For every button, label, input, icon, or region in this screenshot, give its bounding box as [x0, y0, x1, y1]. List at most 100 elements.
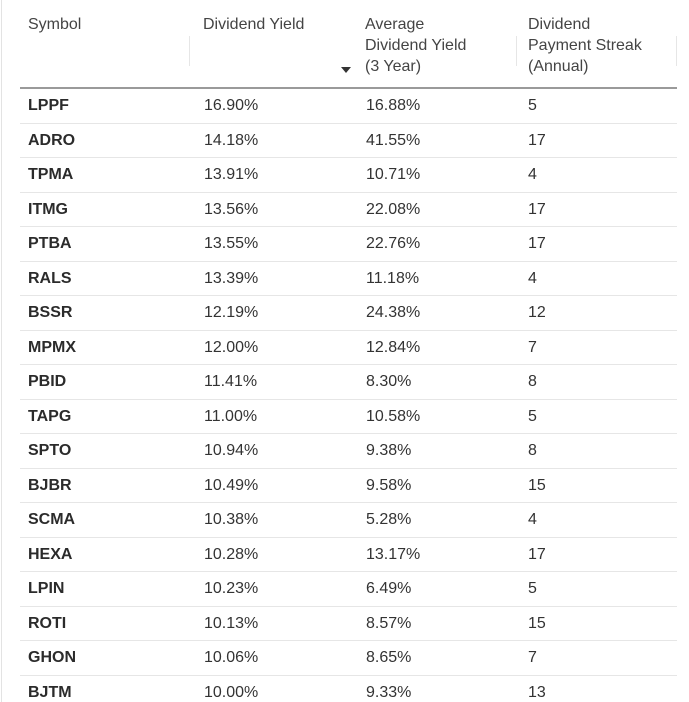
- cell-symbol: SCMA: [28, 511, 76, 528]
- cell-average-dividend-yield: 24.38%: [366, 304, 421, 321]
- cell-average-dividend-yield: 10.58%: [366, 407, 421, 425]
- table-row[interactable]: GHON 10.06% 8.65% 7: [0, 641, 689, 676]
- header-bottom-rule: [20, 87, 677, 89]
- cell-dividend-yield: 10.13%: [204, 614, 259, 632]
- cell-symbol: RALS: [28, 269, 72, 287]
- cell-dividend-yield: 13.39%: [204, 269, 259, 287]
- cell-average-dividend-yield: 22.08%: [366, 200, 421, 218]
- row-divider: [20, 502, 677, 503]
- header-symbol[interactable]: Symbol: [28, 14, 81, 35]
- cell-symbol: ADRO: [28, 131, 76, 149]
- cell-symbol: GHON: [28, 649, 76, 666]
- cell-symbol: ROTI: [28, 614, 67, 632]
- header-streak-line-1: Dividend: [528, 16, 591, 33]
- row-divider: [20, 571, 677, 572]
- cell-symbol: HEXA: [28, 545, 73, 563]
- table-row[interactable]: MPMX 12.00% 12.84% 7: [0, 331, 689, 365]
- cell-dividend-yield: 11.41%: [204, 373, 258, 390]
- row-divider: [20, 226, 677, 227]
- row-divider: [20, 260, 677, 262]
- cell-average-dividend-yield: 8.30%: [366, 373, 412, 390]
- table-row[interactable]: PTBA 13.55% 22.76% 17: [0, 227, 689, 262]
- table-row[interactable]: ROTI 10.13% 8.57% 15: [0, 607, 689, 641]
- sort-descending-icon[interactable]: [341, 67, 351, 73]
- cell-dividend-yield: 13.56%: [204, 200, 259, 218]
- table-row[interactable]: ADRO 14.18% 41.55% 17: [0, 124, 689, 158]
- cell-average-dividend-yield: 16.88%: [366, 97, 421, 114]
- cell-symbol: PTBA: [28, 235, 72, 252]
- cell-average-dividend-yield: 13.17%: [366, 545, 421, 563]
- table-row[interactable]: BJTM 10.00% 9.33% 13: [0, 676, 689, 702]
- table-header: Symbol Dividend Yield Average Dividend Y…: [0, 0, 689, 89]
- table-row[interactable]: BSSR 12.19% 24.38% 12: [0, 296, 689, 331]
- cell-dividend-yield: 10.94%: [204, 442, 259, 459]
- cell-symbol: BJTM: [28, 683, 72, 701]
- cell-payment-streak: 17: [528, 545, 546, 563]
- cell-symbol: BSSR: [28, 304, 73, 321]
- cell-dividend-yield: 14.18%: [204, 131, 259, 149]
- table-row[interactable]: RALS 13.39% 11.18% 4: [0, 262, 689, 296]
- table-row[interactable]: HEXA 10.28% 13.17% 17: [0, 538, 689, 572]
- header-dividend-yield-label: Dividend Yield: [203, 16, 305, 33]
- cell-average-dividend-yield: 9.33%: [366, 683, 412, 701]
- header-dividend-yield[interactable]: Dividend Yield: [203, 14, 304, 35]
- table-row[interactable]: SPTO 10.94% 9.38% 8: [0, 434, 689, 469]
- cell-symbol: TPMA: [28, 166, 74, 183]
- table-row[interactable]: LPIN 10.23% 6.49% 5: [0, 572, 689, 607]
- cell-average-dividend-yield: 8.57%: [366, 614, 412, 632]
- cell-payment-streak: 13: [528, 683, 546, 701]
- cell-payment-streak: 4: [528, 166, 537, 183]
- header-payment-streak[interactable]: Dividend Payment Streak (Annual): [528, 14, 642, 77]
- table-row[interactable]: ITMG 13.56% 22.08% 17: [0, 193, 689, 227]
- cell-payment-streak: 15: [528, 614, 546, 632]
- cell-average-dividend-yield: 6.49%: [366, 580, 412, 597]
- table-row[interactable]: SCMA 10.38% 5.28% 4: [0, 503, 689, 538]
- cell-payment-streak: 5: [528, 407, 537, 425]
- cell-average-dividend-yield: 12.84%: [366, 338, 421, 356]
- cell-average-dividend-yield: 8.65%: [366, 649, 412, 666]
- cell-payment-streak: 8: [528, 373, 537, 390]
- table-row[interactable]: BJBR 10.49% 9.58% 15: [0, 469, 689, 503]
- cell-symbol: LPIN: [28, 580, 65, 597]
- cell-dividend-yield: 10.28%: [204, 545, 259, 563]
- cell-dividend-yield: 10.38%: [204, 511, 259, 528]
- cell-average-dividend-yield: 10.71%: [366, 166, 421, 183]
- row-divider: [20, 295, 677, 296]
- cell-average-dividend-yield: 9.58%: [366, 476, 412, 494]
- row-divider: [20, 329, 677, 331]
- table-row[interactable]: TAPG 11.00% 10.58% 5: [0, 400, 689, 434]
- cell-dividend-yield: 16.90%: [204, 97, 259, 114]
- cell-symbol: MPMX: [28, 338, 76, 356]
- header-average-dividend-yield[interactable]: Average Dividend Yield (3 Year): [365, 14, 466, 77]
- cell-payment-streak: 17: [528, 235, 546, 252]
- cell-payment-streak: 17: [528, 200, 546, 218]
- row-divider: [20, 157, 677, 158]
- cell-symbol: SPTO: [28, 442, 72, 459]
- row-divider: [20, 674, 677, 676]
- cell-dividend-yield: 13.91%: [204, 166, 259, 183]
- table-row[interactable]: LPPF 16.90% 16.88% 5: [0, 89, 689, 124]
- cell-payment-streak: 17: [528, 131, 546, 149]
- cell-average-dividend-yield: 22.76%: [366, 235, 421, 252]
- cell-payment-streak: 7: [528, 338, 537, 356]
- cell-dividend-yield: 13.55%: [204, 235, 259, 252]
- cell-symbol: TAPG: [28, 407, 72, 425]
- header-average-line-3: (3 Year): [365, 58, 422, 75]
- cell-payment-streak: 5: [528, 580, 537, 597]
- cell-dividend-yield: 11.00%: [204, 407, 258, 425]
- cell-symbol: BJBR: [28, 476, 72, 494]
- cell-symbol: LPPF: [28, 97, 69, 114]
- cell-payment-streak: 5: [528, 97, 537, 114]
- cell-dividend-yield: 10.06%: [204, 649, 259, 666]
- cell-payment-streak: 15: [528, 476, 546, 494]
- table-row[interactable]: PBID 11.41% 8.30% 8: [0, 365, 689, 400]
- cell-dividend-yield: 10.49%: [204, 476, 259, 494]
- row-divider: [20, 536, 677, 538]
- row-divider: [20, 467, 677, 469]
- cell-symbol: PBID: [28, 373, 67, 390]
- row-divider: [20, 364, 677, 365]
- header-average-line-1: Average: [365, 16, 425, 33]
- table-row[interactable]: TPMA 13.91% 10.71% 4: [0, 158, 689, 193]
- row-divider: [20, 398, 677, 400]
